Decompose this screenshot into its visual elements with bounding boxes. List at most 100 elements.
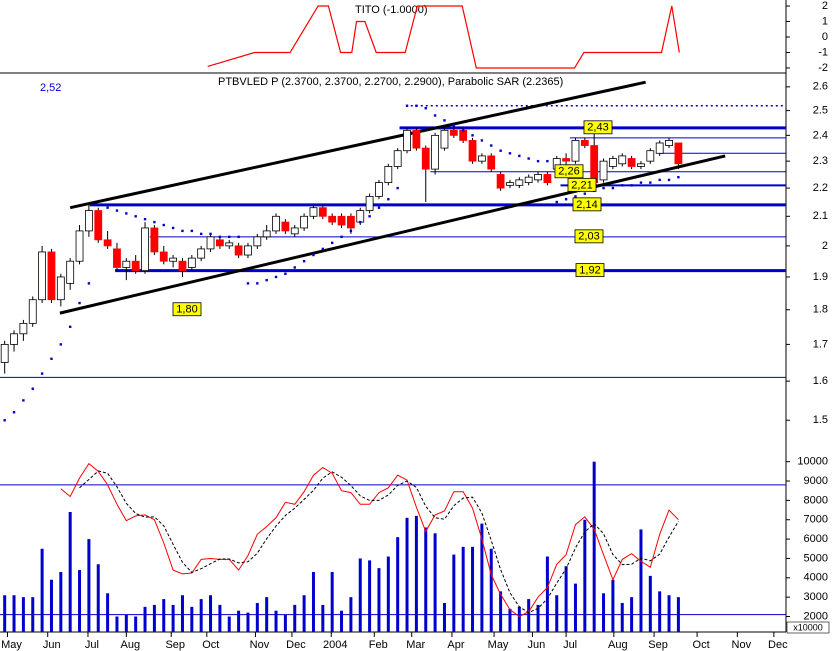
y-tick-label: 1.9 xyxy=(813,271,828,283)
sar-dot xyxy=(677,175,680,179)
x-tick-label: May xyxy=(1,639,22,651)
volume-bar xyxy=(433,533,437,632)
x-tick-label: Apr xyxy=(447,639,464,651)
sar-dot xyxy=(50,357,53,361)
sar-dot xyxy=(153,220,156,224)
sar-dot xyxy=(630,184,633,187)
volume-bar xyxy=(21,597,25,632)
sar-dot xyxy=(265,278,268,282)
sar-dot xyxy=(461,129,465,132)
sar-dot xyxy=(143,217,147,221)
y-tick-label: 2 xyxy=(822,240,828,252)
x-tick-label: Aug xyxy=(608,639,628,651)
candle-body xyxy=(412,129,421,149)
sar-dot xyxy=(97,203,100,207)
volume-bar xyxy=(134,616,138,632)
volume-bar xyxy=(31,597,35,632)
candle-body xyxy=(225,242,234,247)
volume-bar xyxy=(471,546,475,632)
sar-dot xyxy=(518,154,521,158)
level-label: 2,43 xyxy=(587,122,608,134)
sar-dot xyxy=(162,223,165,227)
candle-body xyxy=(187,257,196,268)
volume-bar xyxy=(106,593,110,632)
candle-body xyxy=(468,140,477,162)
x-tick-label: Oct xyxy=(693,639,710,651)
candle-body xyxy=(122,260,131,268)
volume-bar xyxy=(265,597,269,632)
sar-dot xyxy=(443,119,446,122)
sar-dot xyxy=(452,124,456,127)
candle-body xyxy=(674,142,683,165)
sar-dot xyxy=(106,206,109,209)
trend-line xyxy=(59,154,726,315)
candle-body xyxy=(141,227,149,272)
candle-body xyxy=(356,210,365,223)
y-tick-label: 1.6 xyxy=(813,375,828,387)
sar-dot xyxy=(602,186,605,190)
sar-dot xyxy=(564,198,568,201)
y-tick-label: 2.2 xyxy=(813,182,828,194)
candle-body xyxy=(384,166,393,184)
y-tick-label: 2000 xyxy=(804,610,828,622)
candle-body xyxy=(337,215,346,226)
sar-dot xyxy=(228,235,231,239)
x-tick-label: Nov xyxy=(250,639,270,651)
sar-dot xyxy=(340,235,343,239)
x-tick-label: Aug xyxy=(121,639,141,651)
y-tick-label: 7000 xyxy=(804,514,828,526)
volume-bar xyxy=(302,595,306,632)
sar-dot xyxy=(508,152,512,155)
volume-bar xyxy=(545,556,549,632)
sar-dot xyxy=(359,220,362,224)
y-tick-label: 2.4 xyxy=(813,129,828,141)
volume-bar xyxy=(396,537,400,632)
sar-dot xyxy=(3,419,6,422)
candle-body xyxy=(543,174,552,184)
sar-dot xyxy=(621,184,624,187)
unit-box xyxy=(786,621,830,634)
sar-dot xyxy=(199,232,203,236)
candle-body xyxy=(646,150,655,162)
candle-body xyxy=(262,230,271,238)
volume-bar xyxy=(648,575,652,632)
volume-bar xyxy=(59,572,63,632)
volume-bar xyxy=(152,604,156,632)
level-label: 1,80 xyxy=(176,304,197,316)
level-label: 2,21 xyxy=(571,179,592,191)
candle-body xyxy=(506,182,514,186)
volume-bar xyxy=(536,604,540,632)
candle-body xyxy=(272,215,280,232)
candle-body xyxy=(169,257,178,262)
sar-dot xyxy=(639,181,643,184)
x-tick-label: Mar xyxy=(406,639,425,651)
candle-body xyxy=(627,158,636,167)
candle-body xyxy=(197,248,206,259)
sar-dot xyxy=(59,343,63,346)
candle-body xyxy=(215,239,224,247)
candle-body xyxy=(84,210,93,232)
volume-bar xyxy=(180,595,184,632)
sar-dot xyxy=(424,106,427,110)
volume-bar xyxy=(676,597,680,632)
sar-dot xyxy=(574,195,577,198)
candle-body xyxy=(38,251,47,301)
unit-label: x10000 xyxy=(793,622,823,632)
x-tick-label: Jun xyxy=(43,639,61,651)
sar-dot xyxy=(12,411,16,414)
candle-body xyxy=(403,129,411,152)
volume-bar xyxy=(115,616,119,632)
candle-body xyxy=(150,227,159,253)
sar-dot xyxy=(396,186,399,190)
volume-bar xyxy=(592,461,596,632)
volume-bar xyxy=(368,560,372,632)
volume-bar xyxy=(49,579,53,632)
x-tick-label: Jul xyxy=(85,639,99,651)
volume-bar xyxy=(414,515,418,632)
candle-body xyxy=(318,207,327,217)
candle-body xyxy=(178,260,187,272)
volume-bar xyxy=(564,566,568,632)
volume-bar xyxy=(171,604,175,632)
volume-bar xyxy=(424,527,428,632)
volume-bar xyxy=(508,608,512,632)
